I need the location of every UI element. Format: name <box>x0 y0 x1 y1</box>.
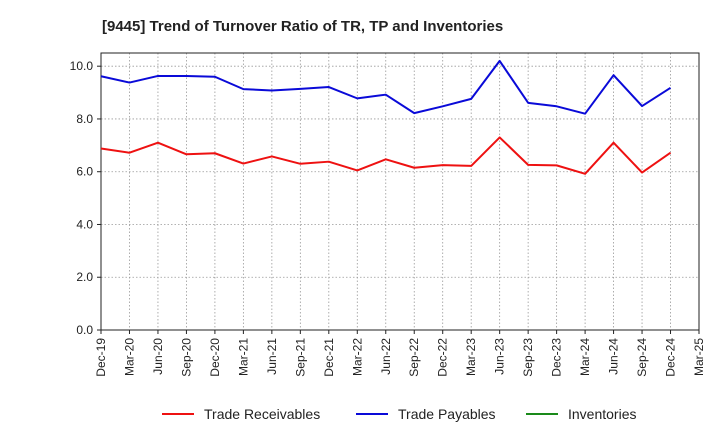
legend-label: Inventories <box>568 406 636 422</box>
grid-lines <box>101 53 699 330</box>
x-tick-label: Dec-19 <box>94 338 108 377</box>
y-tick-label: 0.0 <box>76 323 93 337</box>
x-tick-label: Jun-24 <box>607 338 621 375</box>
legend-label: Trade Receivables <box>204 406 320 422</box>
x-tick-label: Jun-22 <box>379 338 393 375</box>
legend-label: Trade Payables <box>398 406 496 422</box>
x-tick-label: Sep-23 <box>521 338 535 377</box>
series-layer <box>100 59 672 175</box>
x-axis: Dec-19 Mar-20 Jun-20 Sep-20 Dec-20 Mar-21 Jun-… <box>94 330 706 377</box>
legend: Trade Receivables Trade Payables Inventori… <box>162 406 636 422</box>
y-tick-label: 8.0 <box>76 112 93 126</box>
x-tick-label: Mar-22 <box>350 338 364 376</box>
y-tick-label: 2.0 <box>76 270 93 284</box>
x-tick-label: Mar-20 <box>122 338 136 376</box>
y-axis: 0.0 2.0 4.0 6.0 8.0 10.0 <box>70 59 101 337</box>
x-tick-label: Mar-23 <box>464 338 478 376</box>
x-tick-label: Jun-23 <box>493 338 507 375</box>
x-tick-label: Sep-21 <box>293 338 307 377</box>
x-tick-label: Dec-23 <box>550 338 564 377</box>
x-tick-label: Sep-22 <box>407 338 421 377</box>
y-tick-label: 10.0 <box>70 59 94 73</box>
x-tick-label: Sep-24 <box>635 338 649 377</box>
series-line-1 <box>100 59 672 115</box>
x-tick-label: Mar-25 <box>692 338 706 376</box>
x-tick-label: Dec-20 <box>208 338 222 377</box>
x-tick-label: Mar-24 <box>578 338 592 376</box>
x-tick-label: Dec-21 <box>322 338 336 377</box>
x-tick-label: Jun-20 <box>151 338 165 375</box>
x-tick-label: Jun-21 <box>265 338 279 375</box>
series-line-0 <box>100 136 672 175</box>
x-tick-label: Mar-21 <box>236 338 250 376</box>
chart-title: [9445] Trend of Turnover Ratio of TR, TP… <box>102 18 503 35</box>
y-tick-label: 6.0 <box>76 165 93 179</box>
plot-area <box>100 52 700 331</box>
x-tick-label: Dec-24 <box>664 338 678 377</box>
x-tick-label: Dec-22 <box>436 338 450 377</box>
y-tick-label: 4.0 <box>76 217 93 231</box>
x-tick-label: Sep-20 <box>179 338 193 377</box>
